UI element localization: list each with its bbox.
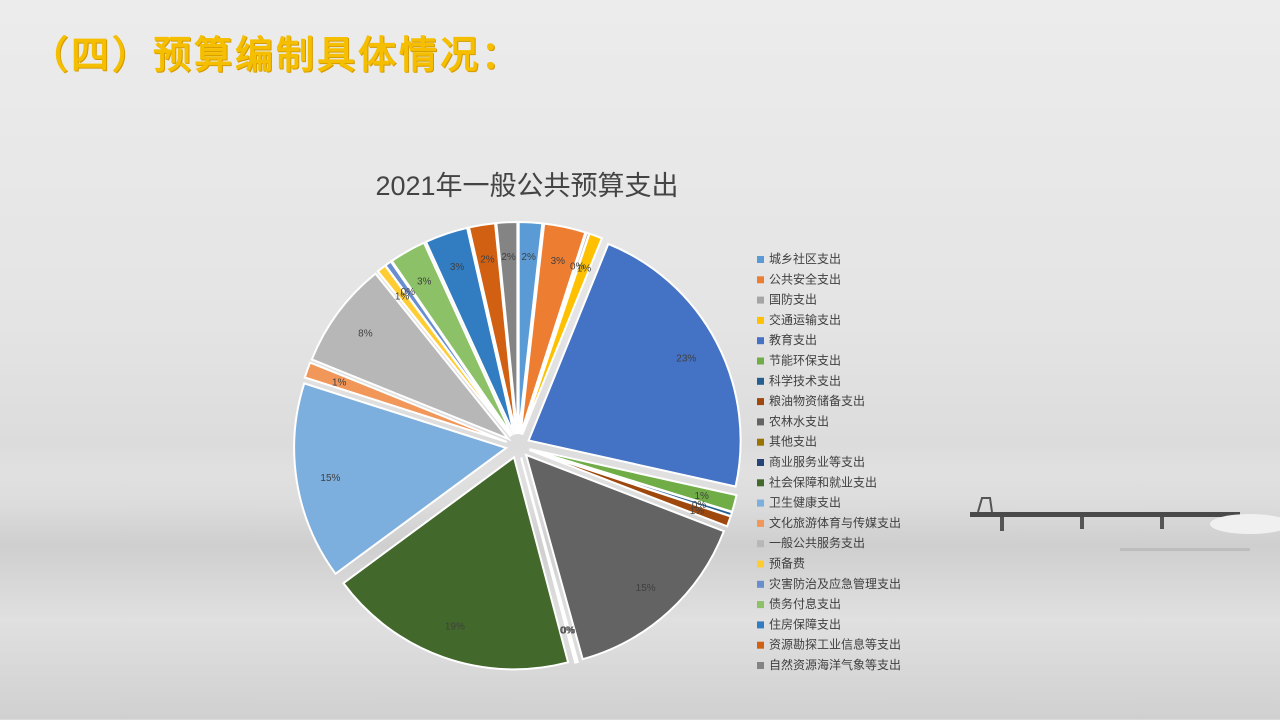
pie-slices (293, 221, 742, 671)
pie-slice-label: 2% (501, 252, 516, 263)
pie-slice (520, 457, 578, 664)
legend-swatch (757, 601, 764, 609)
legend-swatch (757, 398, 764, 406)
pie-slice (293, 382, 509, 576)
pie-slice (310, 272, 512, 442)
pie-slice (341, 455, 570, 671)
legend-label: 农林水支出 (769, 414, 829, 428)
pie-slice (528, 449, 732, 528)
legend-swatch (757, 540, 764, 548)
legend-label: 自然资源海洋气象等支出 (769, 657, 901, 672)
pie-slice-label: 0% (561, 625, 576, 636)
legend-swatch (757, 256, 764, 263)
legend-label: 灾害防治及应急管理支出 (769, 576, 901, 591)
legend-label: 商业服务业等支出 (769, 454, 865, 469)
pie-slice-label: 0% (692, 500, 707, 511)
pie-slice-label: 3% (417, 277, 432, 288)
legend-label: 住房保障支出 (769, 616, 841, 631)
legend-swatch (757, 357, 764, 365)
pie-slice (519, 222, 587, 435)
pie-slice (527, 242, 742, 488)
legend-label: 粮油物资储备支出 (769, 393, 865, 408)
pie-slice (303, 361, 508, 443)
legend-label: 文化旅游体育与传媒支出 (769, 515, 901, 530)
legend-label: 一般公共服务支出 (769, 535, 865, 550)
legend-swatch (757, 641, 764, 649)
pie-slice-label: 0% (570, 261, 585, 272)
pie-slice-label: 1% (694, 491, 709, 502)
pie-slice-label: 2% (521, 252, 536, 263)
legend-label: 节能环保支出 (769, 354, 841, 368)
pie-slice (467, 222, 518, 435)
pie-slice (517, 221, 544, 435)
slide-heading: （四）预算编制具体情况： (30, 32, 523, 77)
legend-label: 交通运输支出 (769, 312, 841, 327)
legend-label: 其他支出 (769, 435, 817, 449)
legend-swatch (757, 560, 764, 568)
legend-swatch (757, 337, 764, 345)
pie-slice (424, 226, 516, 436)
pie-slice-label: 1% (332, 377, 347, 388)
pie-slice (390, 241, 513, 437)
legend-label: 资源勘探工业信息等支出 (769, 637, 901, 652)
pie-slice-label: 3% (450, 262, 465, 273)
pie-slice-label: 1% (690, 506, 705, 517)
pie-slice-label: 1% (577, 264, 592, 275)
legend-swatch (757, 479, 764, 487)
legend-label: 债务付息支出 (769, 596, 841, 611)
pie-slice-label: 15% (636, 583, 656, 594)
chart-legend: 城乡社区支出公共安全支出国防支出交通运输支出教育支出节能环保支出科学技术支出粮油… (757, 251, 901, 672)
legend-swatch (757, 662, 764, 669)
pie-slice-label: 23% (676, 354, 696, 365)
legend-swatch (757, 276, 764, 284)
chart-title: 2021年一般公共预算支出 (375, 171, 678, 201)
legend-label: 教育支出 (769, 332, 817, 347)
legend-swatch (757, 519, 764, 527)
legend-label: 预备费 (769, 557, 805, 571)
legend-swatch (757, 316, 764, 324)
pie-slice-label: 0% (560, 626, 575, 637)
pie-slice-label: 19% (445, 621, 465, 632)
legend-label: 城乡社区支出 (769, 251, 841, 266)
legend-swatch (757, 621, 764, 629)
legend-swatch (757, 438, 764, 446)
legend-swatch (757, 377, 764, 385)
pie-slice-label: 1% (395, 291, 410, 302)
legend-label: 卫生健康支出 (769, 495, 841, 510)
legend-swatch (757, 296, 764, 304)
pie-slice (495, 221, 519, 435)
pie-slice (521, 232, 604, 436)
pie-slice-label: 0% (401, 287, 416, 298)
legend-swatch (757, 459, 764, 466)
pie-labels: 2% 3% 0%1%23%1%0%1%15%0%0%19%15%1%8%1%0%3%… (320, 252, 709, 636)
pie-slice-label: 3% (551, 256, 566, 267)
legend-label: 科学技术支出 (769, 373, 841, 388)
pier-illustration (970, 497, 1280, 551)
legend-swatch (757, 418, 764, 426)
pie-slice-label: 15% (320, 473, 340, 484)
pie-slice-label: 2% (480, 254, 495, 265)
pie-slice-label: 8% (358, 329, 373, 340)
legend-swatch (757, 580, 764, 588)
legend-label: 国防支出 (769, 292, 817, 307)
legend-label: 社会保障和就业支出 (769, 474, 877, 489)
legend-label: 公共安全支出 (769, 271, 841, 286)
pie-slice (384, 260, 512, 437)
legend-swatch (757, 499, 764, 507)
pie-slice (524, 453, 726, 661)
